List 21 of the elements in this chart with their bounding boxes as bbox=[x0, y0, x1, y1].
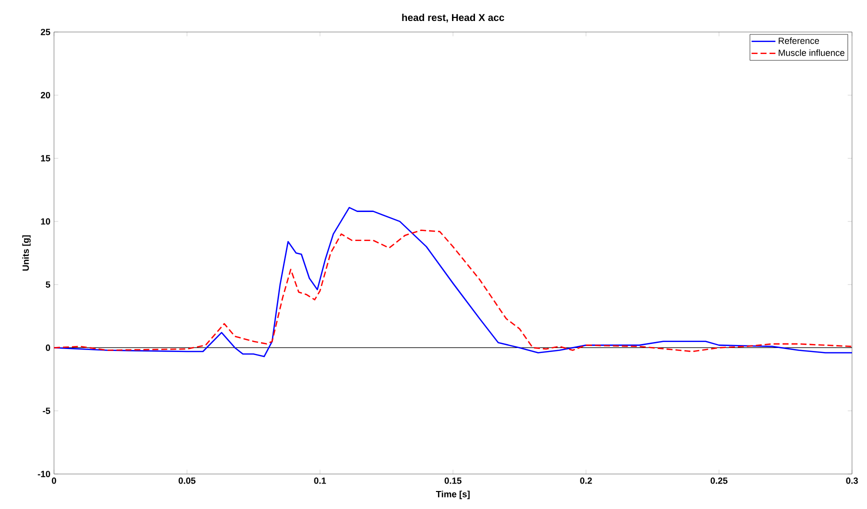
legend-label: Reference bbox=[778, 37, 820, 44]
x-tick-label: 0 bbox=[52, 478, 56, 484]
legend-label: Muscle influence bbox=[778, 49, 844, 56]
x-tick-label: 0.3 bbox=[846, 478, 858, 484]
y-axis-title: Units [g] bbox=[22, 235, 31, 271]
x-tick-label: 0.05 bbox=[178, 478, 196, 484]
x-axis-title: Time [s] bbox=[436, 490, 470, 500]
x-tick-label: 0.1 bbox=[314, 478, 326, 484]
y-tick-label: -5 bbox=[42, 408, 50, 414]
y-tick-label: 20 bbox=[40, 92, 50, 98]
y-tick-label: 15 bbox=[41, 155, 50, 162]
y-tick-label: 5 bbox=[46, 281, 50, 288]
line-series bbox=[53, 230, 853, 352]
y-tick-label: 10 bbox=[41, 218, 50, 225]
x-tick-label: 0.25 bbox=[710, 478, 728, 484]
chart-title: head rest, Head X acc bbox=[402, 14, 504, 23]
y-tick-label: -10 bbox=[38, 470, 50, 478]
y-tick-label: 25 bbox=[40, 28, 50, 36]
x-tick-label: 0.15 bbox=[444, 478, 462, 484]
x-tick-label: 0.2 bbox=[580, 478, 592, 484]
y-tick-label: 0 bbox=[46, 344, 50, 351]
